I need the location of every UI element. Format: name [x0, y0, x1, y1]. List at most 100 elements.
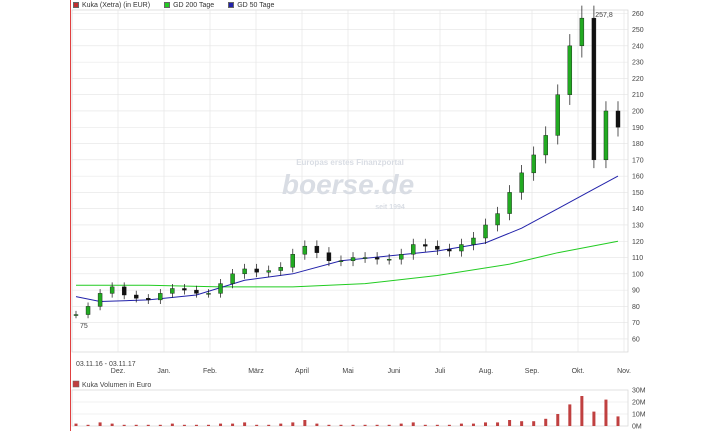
volume-bar	[267, 424, 271, 426]
volume-bar	[375, 424, 379, 426]
volume-bar	[363, 424, 367, 426]
volume-bar	[616, 416, 620, 426]
y-tick-label: 230	[632, 60, 644, 67]
y-tick-label: 70	[632, 320, 640, 327]
y-tick-label: 240	[632, 43, 644, 50]
candle	[182, 288, 187, 291]
volume-bar	[291, 422, 295, 426]
volume-y-axis: 0M 10M 20M 30M	[632, 388, 646, 431]
y-tick-label: 90	[632, 288, 640, 295]
candle	[314, 245, 320, 253]
x-axis: Dez. Jan. Feb. März April Mai Juni Juli Aug. Sep.…	[111, 368, 631, 375]
x-tick-label: April	[295, 368, 309, 375]
legend-swatch-price	[73, 2, 79, 8]
volume-y-tick-label: 0M	[632, 424, 642, 431]
candle	[579, 17, 585, 47]
candle	[519, 172, 524, 193]
volume-bar	[411, 422, 415, 426]
volume-bar	[327, 424, 331, 426]
candle	[146, 298, 151, 301]
volume-bar	[255, 424, 259, 426]
y-tick-label: 100	[632, 271, 644, 278]
price-legend: Kuka (Xetra) (in EUR) GD 200 Tage GD 50 …	[73, 0, 288, 10]
gd200-series	[76, 240, 619, 288]
candle	[411, 244, 416, 255]
candle	[290, 254, 295, 268]
volume-grid	[71, 389, 629, 427]
volume-bar	[568, 404, 572, 426]
candle	[302, 245, 308, 255]
volume-bar	[484, 422, 488, 426]
y-tick-label: 220	[632, 76, 644, 83]
volume-bar	[146, 424, 150, 426]
y-tick-label: 250	[632, 27, 644, 34]
volume-bar	[98, 422, 102, 426]
candle	[435, 245, 440, 250]
watermark-since: seit 1994	[375, 204, 405, 211]
y-tick-label: 80	[632, 304, 640, 311]
volume-bar	[435, 424, 439, 426]
y-tick-label: 120	[632, 239, 644, 246]
volume-bar	[206, 424, 210, 426]
volume-bar	[110, 423, 114, 426]
y-tick-label: 150	[632, 190, 644, 197]
y-tick-label: 60	[632, 336, 640, 343]
x-tick-label: Mai	[342, 368, 354, 375]
legend-item-price: Kuka (Xetra) (in EUR)	[73, 2, 150, 9]
volume-bar	[604, 399, 608, 426]
candle	[374, 257, 380, 260]
legend-item-gd50: GD 50 Tage	[228, 2, 274, 9]
candle	[603, 110, 609, 161]
x-tick-label: Dez.	[111, 368, 125, 375]
candle	[591, 17, 597, 161]
candle	[350, 257, 356, 261]
volume-bar	[387, 424, 391, 426]
volume-bar	[351, 424, 355, 426]
x-tick-label: Okt.	[572, 368, 585, 375]
volume-y-tick-label: 10M	[632, 412, 646, 419]
y-tick-label: 200	[632, 108, 644, 115]
volume-bar	[315, 423, 319, 426]
volume-legend: Kuka Volumen in Euro	[72, 380, 151, 389]
candle	[134, 294, 139, 299]
volume-bar	[74, 423, 78, 426]
candle	[399, 254, 404, 260]
volume-bar	[122, 424, 126, 426]
y-tick-label: 210	[632, 92, 644, 99]
volume-bar	[339, 424, 343, 426]
volume-bar	[231, 423, 235, 426]
x-tick-label: Feb.	[203, 368, 217, 375]
legend-label-gd200: GD 200 Tage	[173, 1, 215, 9]
x-tick-label: Sep.	[525, 368, 539, 375]
candle	[338, 260, 344, 262]
volume-bar	[592, 411, 596, 426]
candle	[567, 45, 573, 95]
candle	[73, 314, 79, 316]
x-tick-label: Aug.	[479, 368, 493, 375]
candle	[326, 252, 332, 262]
legend-swatch-gd50	[228, 2, 235, 8]
y-tick-label: 260	[632, 11, 644, 18]
y-tick-label: 180	[632, 141, 644, 148]
gd200-line	[76, 240, 619, 288]
high-label: 257,8	[595, 12, 613, 19]
y-tick-label: 130	[632, 222, 644, 229]
candle	[447, 249, 452, 252]
candle	[206, 293, 211, 295]
volume-bar	[459, 423, 463, 426]
y-tick-label: 160	[632, 174, 644, 181]
x-tick-label: Juni	[388, 368, 401, 375]
candle	[254, 268, 259, 273]
volume-bar	[532, 421, 536, 426]
candle	[507, 192, 512, 214]
candle	[278, 267, 283, 271]
candle	[483, 224, 488, 239]
y-tick-label: 170	[632, 157, 644, 164]
candle	[495, 213, 500, 226]
candle	[170, 288, 175, 294]
legend-label-price: Kuka (Xetra) (in EUR)	[82, 1, 151, 9]
y-tick-label: 110	[632, 255, 643, 262]
volume-bar	[556, 414, 560, 426]
candle	[158, 293, 163, 301]
